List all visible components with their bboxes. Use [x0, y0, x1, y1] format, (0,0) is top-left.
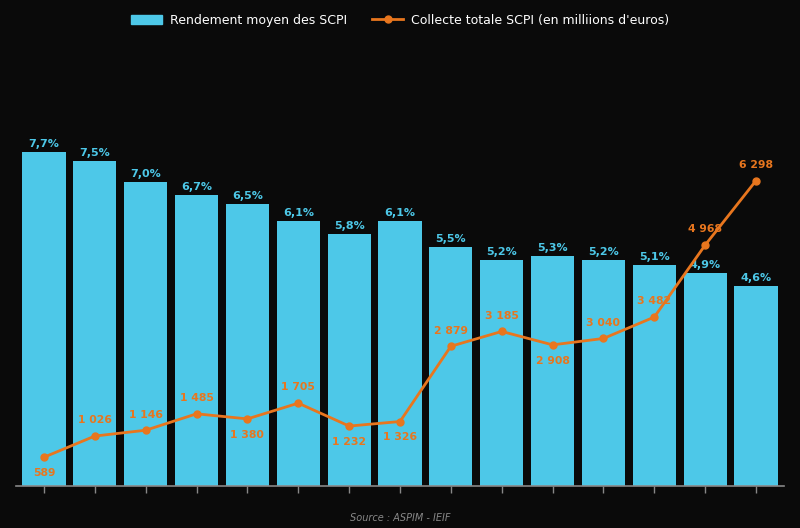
Text: 5,3%: 5,3% [538, 243, 568, 253]
Text: 5,8%: 5,8% [334, 221, 365, 231]
Text: 5,5%: 5,5% [435, 234, 466, 244]
Text: 1 705: 1 705 [282, 382, 315, 392]
Bar [633, 265, 676, 486]
Text: 3 040: 3 040 [586, 318, 621, 328]
Text: 589: 589 [33, 468, 55, 478]
Text: 5,2%: 5,2% [486, 247, 517, 257]
Text: 1 232: 1 232 [332, 437, 366, 447]
Bar [175, 195, 218, 486]
Bar [74, 161, 117, 486]
Bar [226, 204, 269, 486]
Bar [277, 221, 320, 486]
Bar [734, 286, 778, 486]
Legend: Rendement moyen des SCPI, Collecte totale SCPI (en milliions d'euros): Rendement moyen des SCPI, Collecte total… [126, 9, 674, 32]
Text: 4 968: 4 968 [688, 224, 722, 234]
Text: 3 185: 3 185 [485, 311, 518, 321]
Text: 1 326: 1 326 [383, 432, 417, 442]
Text: 6,1%: 6,1% [282, 208, 314, 218]
Text: 7,0%: 7,0% [130, 169, 161, 180]
Text: 6,7%: 6,7% [181, 182, 212, 192]
Text: Source : ASPIM - IEIF: Source : ASPIM - IEIF [350, 513, 450, 523]
Text: 3 482: 3 482 [638, 296, 671, 306]
Text: 2 908: 2 908 [536, 355, 570, 365]
Text: 1 380: 1 380 [230, 430, 264, 439]
Text: 7,5%: 7,5% [79, 148, 110, 157]
Text: 5,1%: 5,1% [639, 252, 670, 262]
Text: 5,2%: 5,2% [588, 247, 619, 257]
Text: 2 879: 2 879 [434, 326, 468, 336]
Bar [22, 152, 66, 486]
Text: 1 146: 1 146 [129, 410, 162, 420]
Text: 1 026: 1 026 [78, 416, 112, 426]
Text: 6 298: 6 298 [739, 160, 773, 170]
Bar [683, 274, 726, 486]
Bar [430, 247, 473, 486]
Bar [124, 182, 167, 486]
Bar [582, 260, 625, 486]
Text: 7,7%: 7,7% [29, 139, 59, 149]
Bar [480, 260, 523, 486]
Text: 6,5%: 6,5% [232, 191, 263, 201]
Bar [327, 234, 370, 486]
Text: 6,1%: 6,1% [385, 208, 415, 218]
Text: 1 485: 1 485 [180, 393, 214, 403]
Bar [378, 221, 422, 486]
Text: 4,6%: 4,6% [741, 274, 771, 284]
Bar [531, 256, 574, 486]
Text: 4,9%: 4,9% [690, 260, 721, 270]
